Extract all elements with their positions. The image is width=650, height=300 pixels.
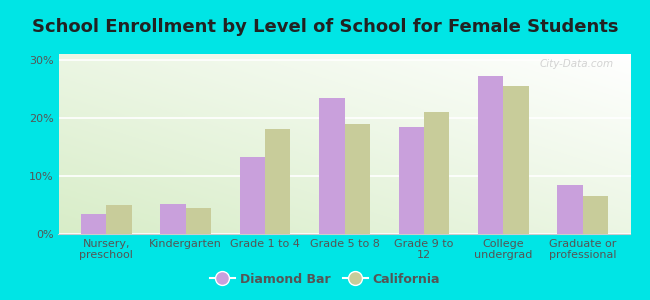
Bar bbox=[398, 127, 424, 234]
Text: School Enrollment by Level of School for Female Students: School Enrollment by Level of School for… bbox=[32, 18, 618, 36]
Bar bbox=[478, 76, 503, 234]
Bar bbox=[558, 184, 583, 234]
Bar bbox=[186, 208, 211, 234]
Bar bbox=[344, 124, 370, 234]
Text: City-Data.com: City-Data.com bbox=[540, 59, 614, 69]
Bar bbox=[503, 86, 529, 234]
Bar bbox=[160, 204, 186, 234]
Legend: Diamond Bar, California: Diamond Bar, California bbox=[205, 268, 445, 291]
Bar bbox=[81, 214, 106, 234]
Bar bbox=[424, 112, 449, 234]
Bar bbox=[265, 130, 291, 234]
Bar bbox=[240, 158, 265, 234]
Bar bbox=[106, 205, 131, 234]
Bar bbox=[319, 98, 344, 234]
Bar bbox=[583, 196, 608, 234]
